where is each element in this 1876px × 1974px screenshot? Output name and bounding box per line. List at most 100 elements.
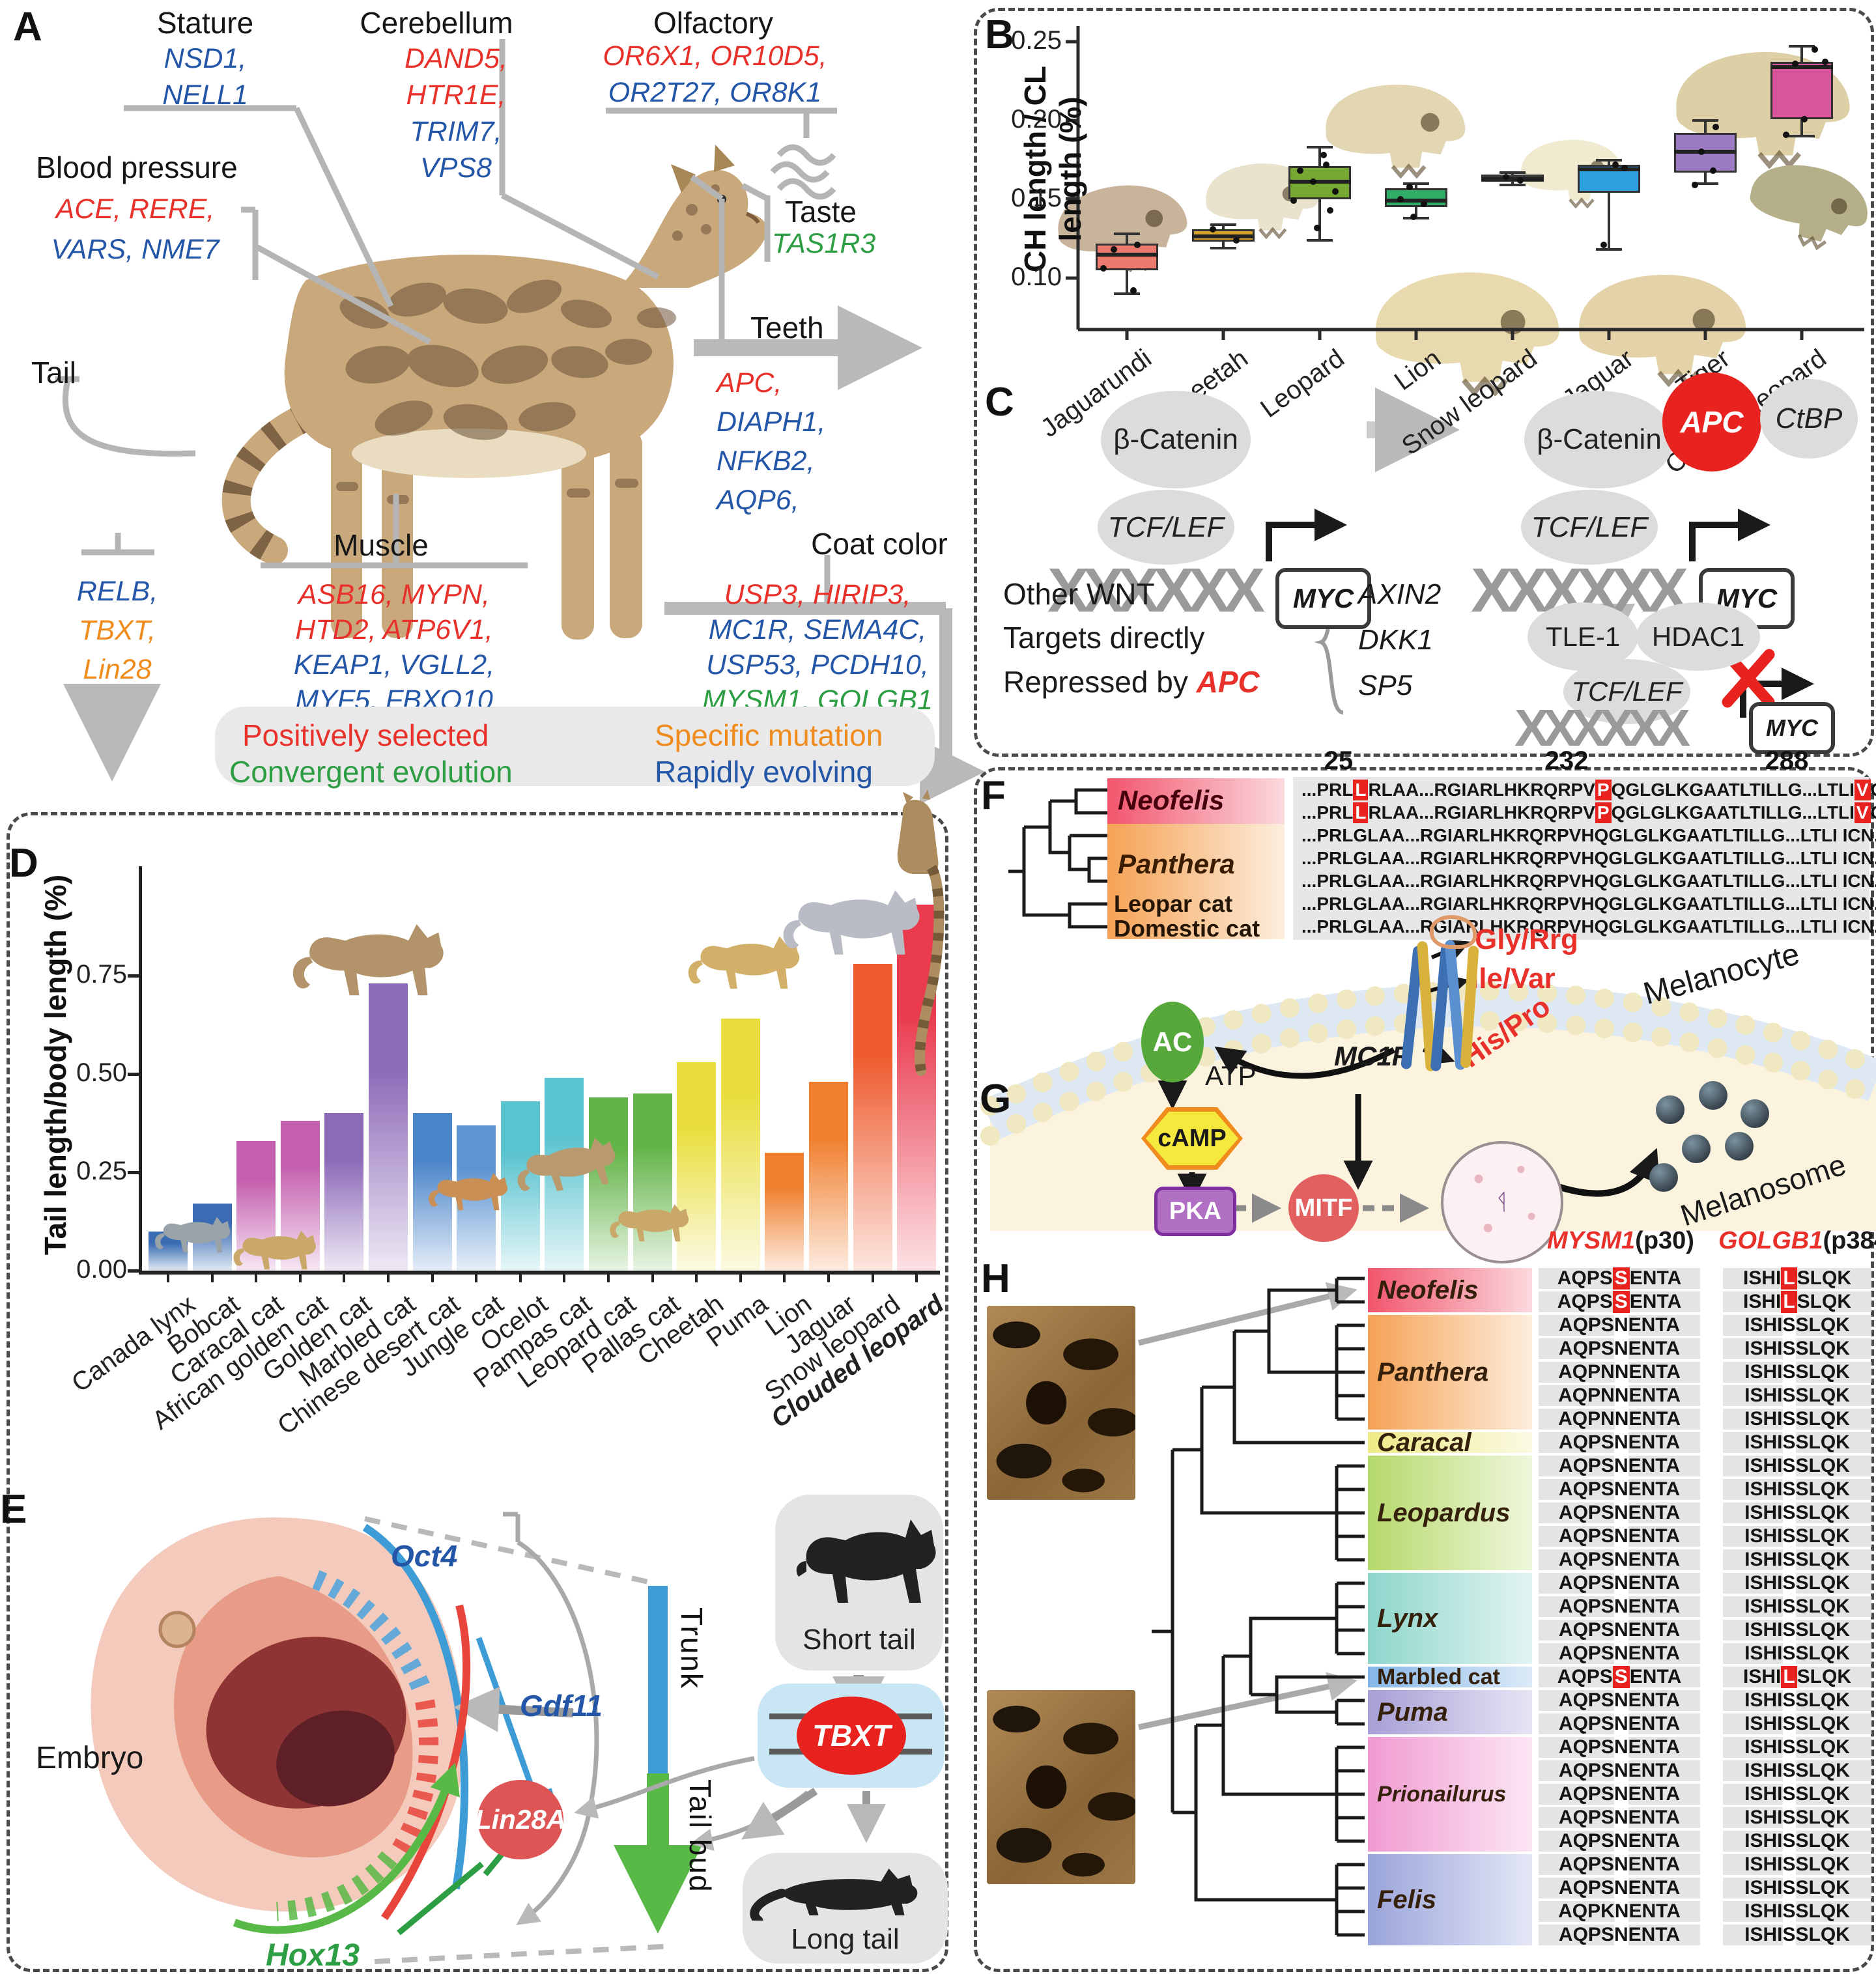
wnt-target-dkk1: DKK1 [1358, 624, 1433, 656]
tcf-lef-node-2: TCF/LEF [1521, 490, 1658, 565]
data-point [1713, 123, 1719, 130]
box-Lion [1385, 188, 1447, 208]
gene-list-taste: TAS1R3 [772, 228, 876, 259]
x-tick-mark [563, 1275, 566, 1282]
genus-block-Caracal: Caracal [1368, 1428, 1532, 1457]
h-golgb1-cell: ISHI S SLQK [1723, 1689, 1871, 1712]
d-x-axis [139, 1271, 940, 1275]
median-Jaguar [1578, 167, 1640, 172]
y-tick-label: 0.10 [1011, 262, 1062, 291]
melanocyte-label: Melanocyte [1640, 937, 1804, 1011]
other-wnt-line1: Other WNT [1003, 577, 1155, 611]
tailbud-label: Tail bud [683, 1779, 717, 1893]
h-golgb1-cell: ISHI S SLQK [1723, 1596, 1871, 1618]
panel-de-border [7, 812, 948, 1972]
h-golgb1-cell: ISHI L SLQK [1723, 1267, 1871, 1290]
x-tick-mark [783, 1275, 786, 1282]
camp-label: cAMP [1158, 1124, 1227, 1152]
h-mysm1-cell: AQPS N ENTA [1539, 1736, 1700, 1758]
genus-label-Caracal: Caracal [1377, 1428, 1471, 1457]
genus-label-Felis: Felis [1377, 1885, 1437, 1914]
gdf11-label: Gdf11 [520, 1689, 603, 1723]
x-tick-mark [871, 1275, 874, 1282]
h-mysm1-cell: AQPN N ENTA [1539, 1385, 1700, 1407]
genus-label-Marbled cat: Marbled cat [1377, 1664, 1500, 1689]
x-tick-mark [343, 1275, 346, 1282]
h-golgb1-cell: ISHI S SLQK [1723, 1455, 1871, 1477]
whisker-cap [1596, 248, 1622, 251]
bar-Snow leopard [853, 963, 892, 1271]
tbxt-locus-box: TBXT [758, 1684, 945, 1788]
h-golgb1-cell: ISHI S SLQK [1723, 1549, 1871, 1571]
genus-block-Felis: Felis [1368, 1854, 1532, 1945]
data-point [1517, 176, 1524, 184]
data-point [1290, 197, 1297, 204]
h-golgb1-cell: ISHI S SLQK [1723, 1854, 1871, 1876]
panthera-block-f: Panthera Leopar cat Domestic cat [1107, 824, 1285, 942]
x-tick-mark [255, 1275, 258, 1282]
gene-list-cerebellum: DAND5, HTR1E, TRIM7, VPS8 [405, 43, 507, 184]
h-mysm1-cell: AQPS N ENTA [1539, 1643, 1700, 1665]
x-tick-mark [431, 1275, 434, 1282]
wnt-target-sp5: SP5 [1358, 670, 1413, 701]
x-tick-mark [475, 1275, 478, 1282]
bar-Lion [765, 1152, 804, 1271]
data-point [1397, 196, 1404, 203]
mc1r-label: MC1R [1334, 1041, 1412, 1071]
data-point [1692, 182, 1698, 189]
genus-block-Prionailurus: Prionailurus [1368, 1737, 1532, 1852]
short-tail-label: Short tail [803, 1624, 916, 1656]
h-golgb1-cell: ISHI S SLQK [1723, 1431, 1871, 1454]
h-mysm1-cell: AQPS S ENTA [1539, 1666, 1700, 1688]
x-tick-mark [915, 1275, 918, 1282]
y-tick-label: 0.00 [76, 1255, 127, 1284]
whisker-cap [1499, 171, 1526, 174]
h-golgb1-cell: ISHI S SLQK [1723, 1361, 1871, 1383]
panel-label-g: G [980, 1077, 1012, 1121]
h-mysm1-cell: AQPS N ENTA [1539, 1478, 1700, 1501]
genus-block-Leopardus: Leopardus [1368, 1456, 1532, 1570]
genus-block-Neofelis: Neofelis [1368, 1268, 1532, 1312]
y-tick-mark [128, 1269, 139, 1273]
whisker-cap [1307, 146, 1333, 149]
whisker-cap [1307, 238, 1333, 242]
h-golgb1-cell: ISHI S SLQK [1723, 1807, 1871, 1829]
bar-Ocelot [500, 1101, 540, 1271]
median-Tiger [1674, 150, 1737, 154]
h-golgb1-cell: ISHI S SLQK [1723, 1783, 1871, 1805]
h-mysm1-cell: AQPS N ENTA [1539, 1572, 1700, 1594]
trait-title-teeth: Teeth [750, 311, 824, 345]
x-tick-mark [695, 1275, 698, 1282]
oct4-label: Oct4 [391, 1539, 458, 1573]
other-wnt-line2: Targets directly [1003, 621, 1205, 655]
h-mysm1-cell: AQPS N ENTA [1539, 1549, 1700, 1571]
panel-label-c: C [985, 380, 1014, 425]
lin28a-node: Lin28A [475, 1780, 566, 1859]
h-golgb1-cell: ISHI L SLQK [1723, 1291, 1871, 1313]
f-seq-row: ...PRL L RLAA...RGIARLHKRQRPV P QGLGLKGAATLT… [1301, 801, 1876, 824]
data-point [1801, 115, 1808, 122]
gly-arg-label: Gly/Rrg [1475, 924, 1578, 955]
h-golgb1-cell: ISHI S SLQK [1723, 1619, 1871, 1641]
genus-block-Marbled cat: Marbled cat [1368, 1664, 1532, 1689]
data-point [1320, 152, 1327, 159]
long-tail-box: Long tail [743, 1853, 948, 1964]
y-tick-label: 0.25 [1011, 26, 1062, 55]
genus-label-Prionailurus: Prionailurus [1377, 1781, 1507, 1807]
tcf-lef-node: TCF/LEF [1098, 490, 1234, 565]
genus-label-Lynx: Lynx [1377, 1603, 1438, 1633]
y-tick-mark [128, 1073, 139, 1076]
data-point [1812, 46, 1818, 53]
genus-label-Puma: Puma [1377, 1697, 1448, 1727]
f-seq-row: ...PRL L RLAA...RGIARLHKRQRPV P QGLGLKGAATLT… [1301, 778, 1876, 801]
gene-list-stature: NSD1, NELL1 [162, 43, 248, 111]
trait-title-cerebellum: Cerebellum [360, 6, 513, 40]
alignment-pos-288: 288 [1765, 746, 1809, 775]
gene-list-muscle: ASB16, MYPN, HTD2, ATP6V1, KEAP1, VGLL2,… [293, 579, 495, 716]
beta-catenin-node: β-Catenin [1101, 391, 1251, 488]
hdac1-node: HDAC1 [1636, 602, 1760, 671]
h-mysm1-cell: AQPS N ENTA [1539, 1877, 1700, 1899]
h-golgb1-cell: ISHI S SLQK [1723, 1736, 1871, 1758]
legend-convergent-evolution: Convergent evolution [229, 755, 513, 789]
